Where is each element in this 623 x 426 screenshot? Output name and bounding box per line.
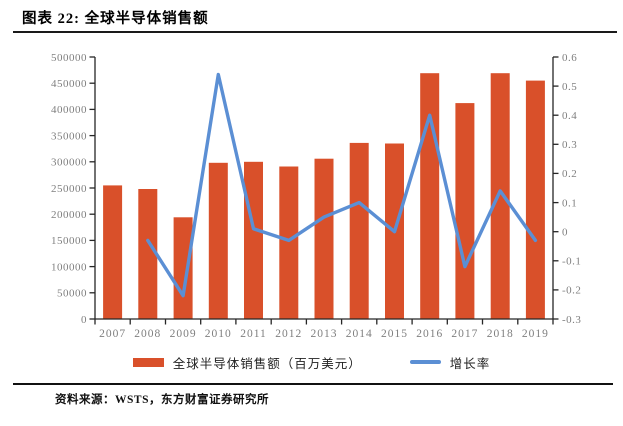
bar-2007 [103, 185, 123, 319]
left-axis-tick-label: 400000 [51, 104, 87, 116]
right-axis-tick-label: 0.1 [562, 197, 577, 209]
x-axis-tick-label: 2013 [311, 328, 338, 340]
bar-2014 [349, 142, 369, 319]
right-axis-tick-label: 0.4 [562, 110, 577, 122]
left-axis-tick-label: 350000 [51, 130, 87, 142]
bar-2010 [208, 162, 228, 319]
bar-2013 [314, 158, 334, 319]
bar-2009 [173, 217, 193, 319]
figure-title: 图表 22: 全球半导体销售额 [22, 11, 209, 27]
x-axis-tick-label: 2015 [381, 328, 408, 340]
source-note: 资料来源：WSTS，东方财富证券研究所 [55, 394, 269, 406]
bar-2011 [244, 161, 263, 319]
bar-2018 [490, 73, 510, 319]
right-axis-tick-label: -0.1 [562, 256, 581, 268]
x-axis-tick-label: 2014 [346, 328, 373, 340]
left-axis-tick-label: 150000 [51, 235, 87, 247]
right-axis-tick-label: 0.3 [562, 139, 577, 151]
chart-legend: 全球半导体销售额（百万美元） 增长率 [0, 352, 623, 372]
right-axis-tick-label: 0 [562, 227, 568, 239]
legend-label-sales: 全球半导体销售额（百万美元） [172, 356, 362, 371]
chart-area: 500000 450000 400000 350000 300000 250000 2000… [0, 45, 623, 347]
x-axis-tick-label: 2018 [487, 328, 514, 340]
x-axis-tick-label: 2019 [522, 328, 549, 340]
right-axis-tick-label: 0.6 [562, 52, 577, 64]
left-axis-tick-label: 450000 [51, 78, 87, 90]
right-axis-tick-label: 0.5 [562, 81, 577, 93]
x-axis-tick-label: 2008 [134, 328, 161, 340]
left-axis-tick-label: 100000 [51, 261, 87, 273]
left-axis-tick-label: 500000 [51, 52, 87, 64]
bar-2016 [420, 73, 440, 319]
right-axis-tick-label: 0.2 [562, 168, 577, 180]
x-axis-tick-label: 2007 [99, 328, 126, 340]
left-axis-tick-label: 250000 [51, 183, 87, 195]
left-axis-tick-label: 0 [81, 314, 87, 326]
left-axis-tick-label: 300000 [51, 157, 87, 169]
x-axis-tick-label: 2009 [170, 328, 197, 340]
left-axis-tick-label: 200000 [51, 209, 87, 221]
bar-2017 [455, 103, 475, 319]
bar-2019 [525, 80, 545, 319]
x-axis-tick-label: 2012 [275, 328, 302, 340]
title-divider [13, 31, 617, 33]
x-axis-tick-label: 2011 [240, 328, 267, 340]
right-axis-tick-label: -0.3 [562, 314, 581, 326]
bar-2012 [279, 166, 299, 319]
combo-chart: 5000004500004000003500003000002500002000… [51, 52, 581, 340]
growth-line [146, 72, 538, 298]
legend-swatch-growth-line [409, 360, 441, 364]
legend-swatch-sales-bar [132, 357, 164, 367]
footer-divider [13, 383, 613, 385]
x-axis-tick-label: 2010 [205, 328, 232, 340]
x-axis-tick-label: 2017 [451, 328, 478, 340]
x-axis-tick-label: 2016 [416, 328, 443, 340]
legend-label-growth: 增长率 [449, 356, 491, 371]
left-axis-tick-label: 50000 [57, 288, 87, 300]
bar-2008 [138, 189, 158, 319]
right-axis-tick-label: -0.2 [562, 285, 581, 297]
